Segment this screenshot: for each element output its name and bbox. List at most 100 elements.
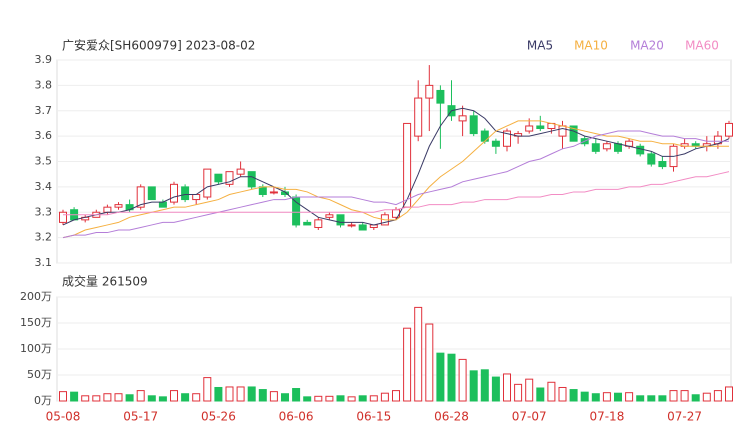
volume-bar — [713, 390, 722, 402]
volume-bar — [614, 392, 622, 402]
candle-body — [525, 125, 534, 132]
volume-bar — [480, 369, 489, 402]
volume-bar — [392, 390, 400, 402]
volume-bar — [503, 373, 511, 402]
volume-bar — [158, 396, 167, 402]
candle-body — [336, 214, 345, 226]
y-tick-label: 3.2 — [35, 231, 53, 244]
volume-bar — [514, 383, 523, 402]
volume-bar — [569, 389, 578, 402]
volume-bar — [59, 391, 67, 402]
candle-body — [192, 193, 201, 201]
candle-body — [325, 214, 334, 218]
candle-body — [214, 173, 223, 183]
volume-bar — [469, 370, 478, 402]
candle-body — [236, 168, 245, 175]
volume-bar — [658, 395, 667, 402]
volume-bar — [447, 353, 456, 402]
candle-body — [647, 153, 656, 165]
candle-body — [658, 161, 667, 168]
candle-body — [247, 171, 256, 188]
chart-title: 广安爱众[SH600979] 2023-08-02 — [62, 38, 255, 53]
y-tick-label: 100万 — [20, 342, 52, 355]
candle-body — [258, 186, 267, 195]
volume-bar — [203, 377, 212, 402]
y-tick-label: 3.9 — [35, 53, 53, 66]
candle-body — [114, 204, 123, 208]
x-tick-label: 05-17 — [123, 410, 158, 424]
candle-body — [181, 186, 190, 201]
candle-body — [303, 221, 312, 226]
x-tick-label: 05-08 — [46, 410, 81, 424]
candle-body — [225, 171, 234, 185]
volume-bar — [591, 393, 600, 402]
volume-bar — [425, 323, 434, 402]
candle-body — [314, 219, 323, 228]
volume-bar — [725, 386, 733, 402]
candle-body — [636, 145, 645, 155]
volume-bar — [225, 386, 234, 402]
y-tick-label: 3.6 — [35, 129, 53, 142]
y-tick-label: 3.8 — [35, 78, 53, 91]
candle-body — [480, 130, 489, 142]
x-tick-label: 06-15 — [356, 410, 391, 424]
volume-bar — [125, 394, 134, 402]
volume-bar — [602, 392, 611, 402]
candle-body — [425, 84, 434, 99]
volume-bar — [625, 392, 634, 402]
candle-body — [591, 143, 600, 152]
x-tick-label: 07-07 — [512, 410, 547, 424]
volume-bar — [269, 391, 278, 402]
legend-label: MA60 — [685, 39, 719, 53]
volume-bar — [147, 395, 156, 402]
volume-bar — [81, 395, 90, 402]
volume-bar — [358, 395, 367, 402]
x-tick-label: 07-18 — [589, 410, 624, 424]
y-tick-label: 3.7 — [35, 104, 53, 117]
volume-bar — [325, 395, 334, 402]
candle-body — [491, 140, 500, 147]
candle-body — [503, 130, 511, 147]
candle-body — [558, 125, 567, 137]
volume-bar — [303, 396, 312, 402]
legend-label: MA10 — [574, 39, 608, 53]
candle-body — [569, 125, 578, 142]
y-tick-label: 3.1 — [35, 256, 53, 269]
ma-line — [62, 120, 729, 239]
y-tick-label: 150万 — [20, 316, 52, 329]
candle-body — [269, 191, 278, 194]
volume-bar — [292, 388, 301, 402]
y-tick-label: 3.4 — [35, 180, 53, 193]
x-tick-label: 06-06 — [279, 410, 314, 424]
volume-bar — [525, 378, 534, 402]
volume-bar — [458, 358, 467, 402]
volume-bar — [192, 393, 201, 402]
volume-bar — [258, 389, 267, 402]
y-tick-label: 3.3 — [35, 205, 53, 218]
volume-bar — [236, 386, 245, 402]
volume-bar — [314, 395, 323, 402]
ma-line — [63, 171, 730, 216]
volume-bar — [691, 394, 700, 402]
candle-body — [103, 206, 112, 213]
volume-bar — [536, 387, 545, 402]
candle-body — [136, 186, 145, 208]
volume-bar — [103, 393, 112, 402]
volume-bar — [114, 393, 123, 402]
candle-body — [358, 224, 367, 231]
x-tick-label: 07-27 — [667, 410, 702, 424]
volume-bar — [647, 395, 656, 402]
volume-bar — [136, 390, 145, 402]
candle-body — [469, 115, 478, 135]
y-tick-label: 200万 — [20, 290, 52, 303]
y-tick-label: 3.5 — [35, 155, 53, 168]
volume-bar — [336, 395, 345, 402]
volume-bar — [70, 391, 79, 402]
candle-body — [170, 183, 178, 203]
volume-bar — [181, 393, 190, 402]
volume-bar — [547, 381, 556, 402]
y-tick-label: 0万 — [34, 394, 52, 407]
volume-bar — [170, 390, 178, 402]
volume-bar — [680, 390, 689, 402]
